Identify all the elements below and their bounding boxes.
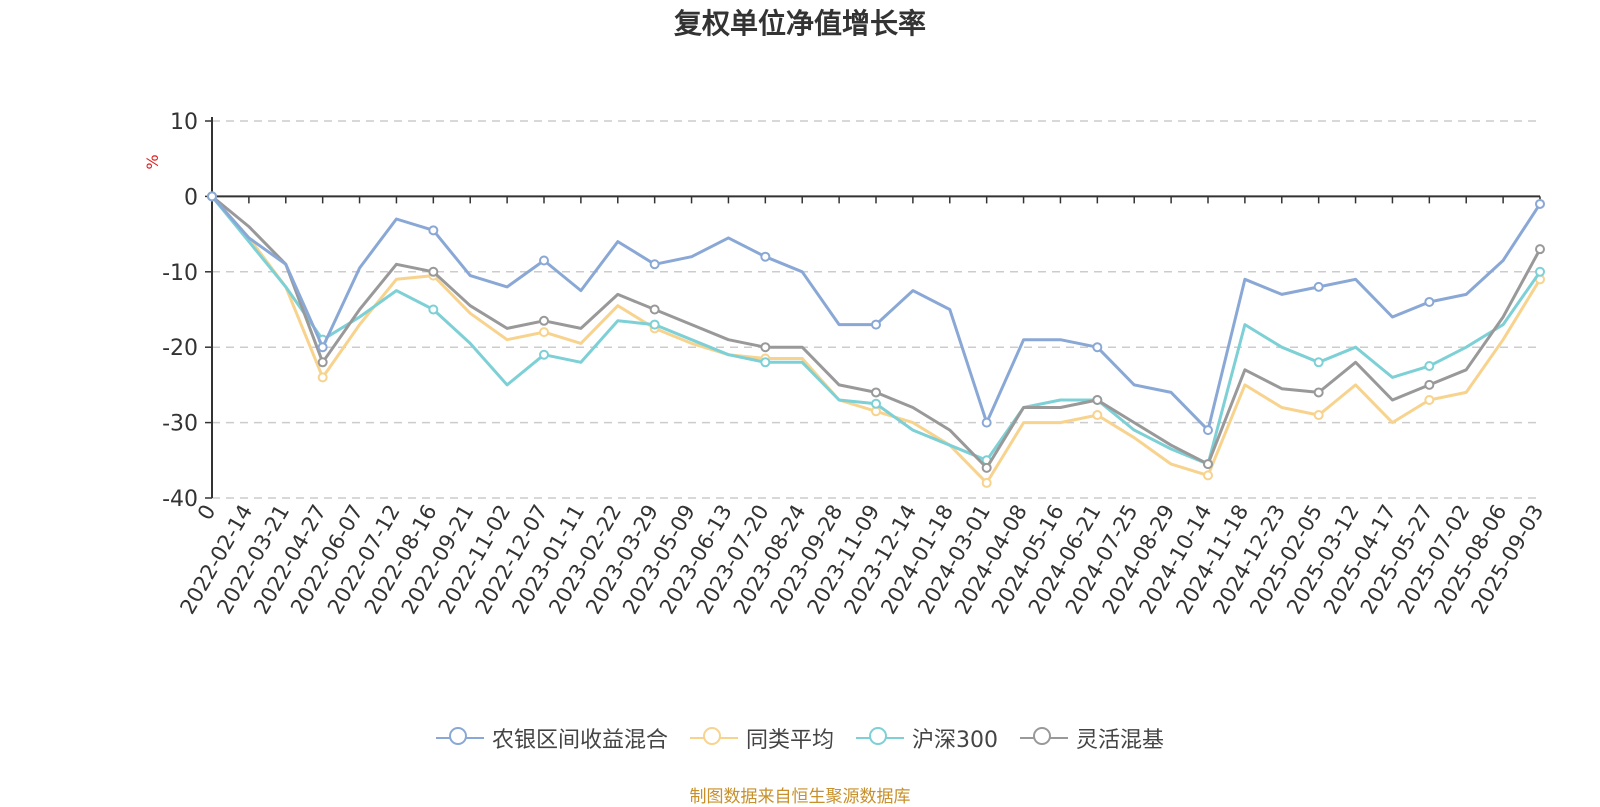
data-point bbox=[1424, 379, 1435, 390]
y-tick-label: -30 bbox=[162, 412, 198, 437]
axes bbox=[205, 117, 1541, 499]
data-point bbox=[649, 259, 660, 270]
series-line-2 bbox=[210, 195, 1542, 466]
data-point bbox=[1313, 357, 1324, 368]
data-point bbox=[1313, 387, 1324, 398]
data-point bbox=[539, 327, 549, 338]
data-point bbox=[649, 304, 660, 315]
data-point bbox=[871, 398, 881, 409]
data-point bbox=[1092, 342, 1103, 353]
data-point bbox=[1535, 244, 1545, 255]
data-point bbox=[1313, 281, 1324, 292]
data-point bbox=[317, 372, 328, 383]
legend-swatch-icon bbox=[435, 726, 484, 750]
data-point bbox=[760, 357, 771, 368]
y-axis-unit-label: % bbox=[143, 154, 162, 169]
data-point bbox=[871, 319, 881, 330]
data-point bbox=[1424, 296, 1435, 307]
series-lines bbox=[207, 191, 1545, 488]
series-line-1 bbox=[210, 195, 1542, 485]
data-point bbox=[1535, 266, 1545, 277]
data-point bbox=[317, 342, 328, 353]
legend-item-2[interactable]: 沪深300 bbox=[856, 722, 998, 754]
legend-item-1[interactable]: 同类平均 bbox=[689, 722, 834, 754]
x-tick-label: 0 bbox=[193, 501, 220, 525]
legend-label: 灵活混基 bbox=[1076, 728, 1165, 753]
data-point bbox=[1424, 394, 1435, 405]
y-tick-label: -40 bbox=[162, 487, 198, 512]
data-point bbox=[207, 191, 217, 202]
data-point bbox=[428, 304, 439, 315]
legend-swatch-icon bbox=[689, 726, 738, 750]
gridlines bbox=[212, 120, 1540, 499]
data-point bbox=[981, 462, 992, 473]
data-point bbox=[428, 266, 439, 277]
data-point bbox=[1203, 459, 1213, 470]
y-tick-label: 10 bbox=[170, 110, 198, 135]
legend: 农银区间收益混合 同类平均 沪深300 灵活混基 bbox=[0, 722, 1600, 754]
legend-label: 沪深300 bbox=[912, 728, 998, 753]
data-point bbox=[1092, 394, 1103, 405]
legend-label: 同类平均 bbox=[745, 728, 834, 753]
data-point bbox=[981, 417, 992, 428]
y-tick-label: -20 bbox=[162, 336, 198, 361]
data-point bbox=[871, 387, 881, 398]
data-point bbox=[539, 255, 549, 266]
data-point bbox=[1313, 410, 1324, 421]
source-note: 制图数据来自恒生聚源数据库 bbox=[689, 787, 911, 807]
data-point bbox=[1203, 470, 1213, 481]
legend-swatch-icon bbox=[1020, 726, 1068, 750]
data-point bbox=[760, 251, 771, 262]
y-tick-label: 0 bbox=[184, 185, 198, 210]
data-point bbox=[1203, 425, 1213, 436]
legend-label: 农银区间收益混合 bbox=[491, 728, 668, 753]
legend-item-3[interactable]: 灵活混基 bbox=[1020, 722, 1164, 754]
data-point bbox=[539, 349, 549, 360]
data-point bbox=[760, 342, 771, 353]
data-point bbox=[981, 477, 992, 488]
data-point bbox=[1092, 410, 1103, 421]
data-point bbox=[428, 225, 439, 236]
data-point bbox=[1535, 198, 1545, 209]
data-point bbox=[317, 357, 328, 368]
legend-swatch-icon bbox=[856, 726, 904, 750]
chart-title: 复权单位净值增长率 bbox=[673, 7, 926, 40]
y-tick-label: -10 bbox=[162, 261, 198, 286]
data-point bbox=[539, 315, 549, 326]
tick-labels: 100-10-20-30-40%02022-02-142022-03-21202… bbox=[143, 110, 1548, 618]
data-point bbox=[1424, 361, 1435, 372]
data-point bbox=[649, 319, 660, 330]
series-line-3 bbox=[211, 195, 1542, 470]
legend-item-0[interactable]: 农银区间收益混合 bbox=[435, 722, 668, 754]
